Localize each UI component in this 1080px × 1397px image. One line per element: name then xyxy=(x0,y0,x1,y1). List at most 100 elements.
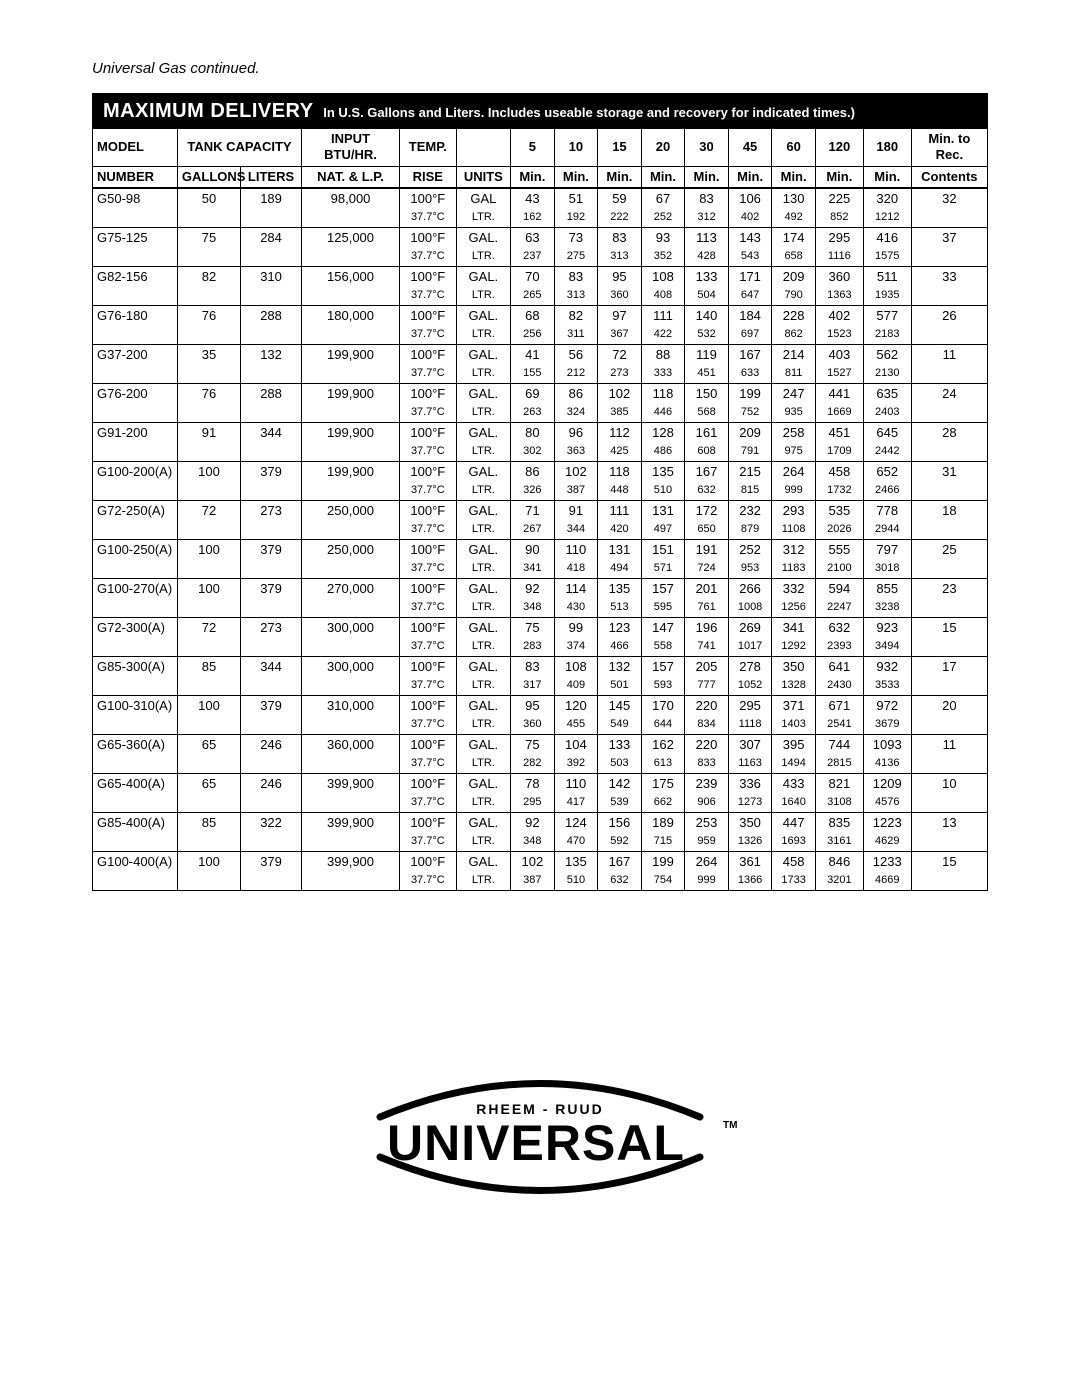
cell-value: 264 xyxy=(685,851,729,872)
cell-value: 83 xyxy=(511,656,555,677)
cell-value: 558 xyxy=(641,638,685,656)
cell-units-ltr: LTR. xyxy=(456,287,510,305)
cell-value: 2026 xyxy=(815,521,863,539)
cell-value: 632 xyxy=(685,482,729,500)
page-continued-label: Universal Gas continued. xyxy=(92,60,988,77)
cell-value: 416 xyxy=(863,227,911,248)
cell-tempf: 100°F xyxy=(400,656,457,677)
cell-value: 92 xyxy=(511,812,555,833)
cell-value: 999 xyxy=(772,482,816,500)
cell-empty xyxy=(302,794,400,812)
cell-value: 295 xyxy=(511,794,555,812)
cell-value: 1935 xyxy=(863,287,911,305)
cell-empty xyxy=(241,560,302,578)
table-row-ltr: 37.7°CLTR.348470592715959132616933161462… xyxy=(93,833,988,851)
cell-units-ltr: LTR. xyxy=(456,677,510,695)
cell-value: 658 xyxy=(772,248,816,266)
hdr-btu: INPUT BTU/HR. xyxy=(302,129,400,166)
cell-tempf: 100°F xyxy=(400,734,457,755)
hdr-time-180: 180 xyxy=(863,129,911,166)
cell-gallons: 72 xyxy=(177,617,240,638)
cell-value: 1008 xyxy=(728,599,772,617)
cell-value: 935 xyxy=(772,404,816,422)
cell-empty xyxy=(93,794,178,812)
cell-value: 86 xyxy=(511,461,555,482)
hdr-min-120: Min. xyxy=(815,166,863,188)
cell-value: 360 xyxy=(598,287,642,305)
table-row-ltr: 37.7°CLTR.295417539662906127316403108457… xyxy=(93,794,988,812)
cell-value: 959 xyxy=(685,833,729,851)
cell-value: 91 xyxy=(554,500,598,521)
cell-value: 1017 xyxy=(728,638,772,656)
cell-value: 797 xyxy=(863,539,911,560)
cell-value: 594 xyxy=(815,578,863,599)
cell-value: 247 xyxy=(772,383,816,404)
cell-rec: 10 xyxy=(911,773,987,794)
cell-value: 1575 xyxy=(863,248,911,266)
cell-liters: 379 xyxy=(241,851,302,872)
cell-value: 835 xyxy=(815,812,863,833)
cell-value: 143 xyxy=(728,227,772,248)
cell-value: 1223 xyxy=(863,812,911,833)
cell-value: 447 xyxy=(772,812,816,833)
hdr-min-15: Min. xyxy=(598,166,642,188)
cell-value: 97 xyxy=(598,305,642,326)
cell-empty xyxy=(241,677,302,695)
cell-tempc: 37.7°C xyxy=(400,365,457,383)
cell-value: 395 xyxy=(772,734,816,755)
hdr-min-20: Min. xyxy=(641,166,685,188)
cell-value: 95 xyxy=(511,695,555,716)
cell-value: 3018 xyxy=(863,560,911,578)
cell-value: 1363 xyxy=(815,287,863,305)
cell-rec: 13 xyxy=(911,812,987,833)
table-row: G72-300(A)72273300,000100°FGAL.759912314… xyxy=(93,617,988,638)
cell-value: 360 xyxy=(511,716,555,734)
cell-value: 275 xyxy=(554,248,598,266)
cell-value: 267 xyxy=(511,521,555,539)
cell-value: 385 xyxy=(598,404,642,422)
cell-value: 191 xyxy=(685,539,729,560)
cell-empty xyxy=(911,599,987,617)
cell-value: 879 xyxy=(728,521,772,539)
cell-value: 199 xyxy=(641,851,685,872)
cell-empty xyxy=(241,482,302,500)
cell-gallons: 75 xyxy=(177,227,240,248)
cell-empty xyxy=(93,443,178,461)
cell-gallons: 100 xyxy=(177,578,240,599)
cell-units-gal: GAL. xyxy=(456,695,510,716)
cell-value: 132 xyxy=(598,656,642,677)
cell-value: 821 xyxy=(815,773,863,794)
cell-value: 834 xyxy=(685,716,729,734)
cell-value: 932 xyxy=(863,656,911,677)
cell-value: 350 xyxy=(728,812,772,833)
cell-value: 1209 xyxy=(863,773,911,794)
cell-value: 846 xyxy=(815,851,863,872)
cell-value: 75 xyxy=(511,617,555,638)
cell-value: 170 xyxy=(641,695,685,716)
hdr-time-60: 60 xyxy=(772,129,816,166)
cell-tempc: 37.7°C xyxy=(400,560,457,578)
cell-value: 2944 xyxy=(863,521,911,539)
cell-value: 312 xyxy=(772,539,816,560)
cell-btu: 199,900 xyxy=(302,383,400,404)
table-row-ltr: 37.7°CLTR.317409501593777105213282430353… xyxy=(93,677,988,695)
cell-value: 504 xyxy=(685,287,729,305)
cell-value: 470 xyxy=(554,833,598,851)
cell-model: G76-180 xyxy=(93,305,178,326)
table-row: G82-15682310156,000100°FGAL.708395108133… xyxy=(93,266,988,287)
cell-model: G100-250(A) xyxy=(93,539,178,560)
cell-tempc: 37.7°C xyxy=(400,794,457,812)
cell-empty xyxy=(241,443,302,461)
cell-value: 59 xyxy=(598,188,642,209)
hdr-model: MODEL xyxy=(93,129,178,166)
cell-liters: 284 xyxy=(241,227,302,248)
cell-units-ltr: LTR. xyxy=(456,755,510,773)
cell-value: 341 xyxy=(511,560,555,578)
cell-empty xyxy=(302,638,400,656)
cell-value: 1118 xyxy=(728,716,772,734)
cell-gallons: 72 xyxy=(177,500,240,521)
cell-value: 162 xyxy=(641,734,685,755)
cell-value: 1366 xyxy=(728,872,772,890)
cell-empty xyxy=(177,833,240,851)
cell-rec: 18 xyxy=(911,500,987,521)
